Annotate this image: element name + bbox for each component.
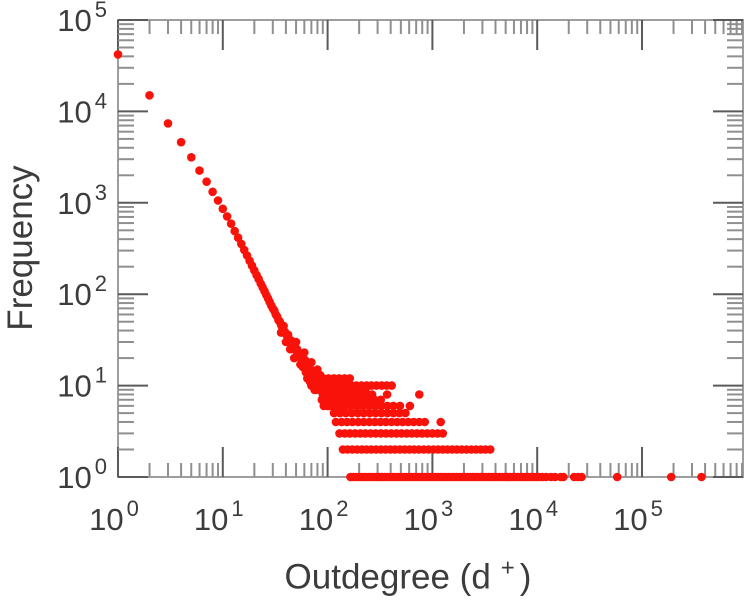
data-point <box>329 408 339 418</box>
data-point <box>438 429 448 438</box>
data-point <box>339 401 349 411</box>
y-axis-title-text: Frequency <box>1 165 40 331</box>
data-point <box>382 390 392 399</box>
y-tick-label: 10 1 <box>57 363 107 404</box>
data-point <box>230 226 239 236</box>
data-point <box>376 395 386 405</box>
data-point <box>145 91 154 100</box>
x-tick-label: 10 1 <box>194 496 244 537</box>
data-point <box>383 401 392 411</box>
data-point <box>352 401 361 411</box>
x-axis-title-superscript-plus: + <box>500 554 515 582</box>
y-tick-label: 10 2 <box>57 271 107 312</box>
data-point <box>377 408 386 418</box>
y-tick-label: 10 3 <box>57 180 107 221</box>
data-point <box>364 401 374 411</box>
data-point <box>383 408 392 418</box>
data-point <box>559 472 568 482</box>
data-point <box>202 177 211 186</box>
x-tick-label: 10 0 <box>89 496 139 537</box>
x-tick-label: 10 5 <box>613 496 663 537</box>
data-point <box>208 187 217 197</box>
y-tick-label: 10 0 <box>57 454 107 495</box>
y-tick-label: 10 5 <box>57 0 107 38</box>
data-point <box>195 166 204 175</box>
data-point <box>226 219 236 228</box>
data-point <box>113 50 123 59</box>
data-point <box>176 137 186 147</box>
data-point <box>387 381 397 390</box>
data-point <box>389 401 398 411</box>
data-point <box>577 472 586 482</box>
data-point <box>415 390 424 399</box>
data-point <box>376 401 386 411</box>
data-point <box>291 337 301 347</box>
data-point <box>395 401 405 411</box>
data-point <box>359 408 369 418</box>
data-point <box>341 408 351 418</box>
data-point <box>371 408 380 418</box>
y-axis-title: Frequency <box>1 165 41 330</box>
data-point <box>300 348 309 357</box>
data-point <box>347 408 357 418</box>
data-point <box>389 408 398 418</box>
data-point <box>666 472 676 482</box>
data-point <box>420 417 430 427</box>
data-point <box>358 401 367 411</box>
x-axis-title-suffix: ) <box>519 557 532 597</box>
plot-border <box>117 19 744 478</box>
data-point <box>370 401 380 411</box>
data-point <box>163 119 173 128</box>
data-point <box>327 401 337 411</box>
data-point <box>436 417 446 427</box>
data-point <box>353 408 363 418</box>
x-tick-label: 10 2 <box>299 496 349 537</box>
x-axis-title: Outdegree (d +) <box>285 555 532 598</box>
data-point <box>395 408 404 418</box>
data-point <box>213 196 223 205</box>
data-point <box>370 395 379 405</box>
data-point <box>401 408 410 418</box>
data-point <box>346 401 355 411</box>
x-tick-label: 10 4 <box>508 496 558 537</box>
data-point <box>612 472 622 482</box>
data-point <box>405 401 415 411</box>
data-point <box>345 374 355 383</box>
x-tick-label: 10 3 <box>404 496 454 537</box>
data-points-group <box>113 50 706 482</box>
y-tick-label: 10 4 <box>57 88 107 129</box>
x-axis-title-prefix: Outdegree (d <box>284 557 491 597</box>
data-point <box>486 445 495 454</box>
data-point <box>222 212 232 221</box>
data-point <box>218 204 228 214</box>
data-point <box>697 472 706 482</box>
data-point <box>333 401 343 411</box>
data-point <box>307 358 316 367</box>
data-point <box>365 408 375 418</box>
data-point <box>187 153 196 162</box>
